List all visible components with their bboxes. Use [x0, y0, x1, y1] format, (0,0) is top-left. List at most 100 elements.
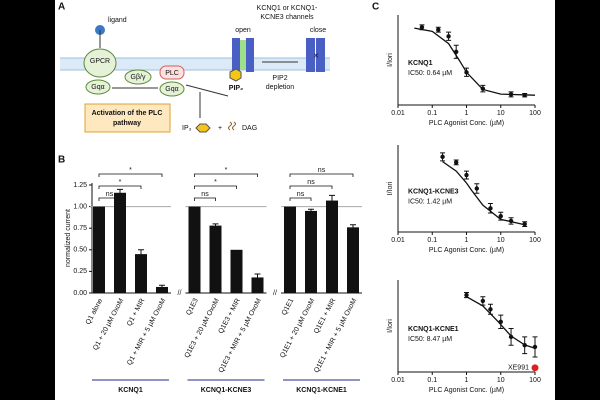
- significance-label: ns: [106, 191, 114, 198]
- panel-label: C: [372, 2, 379, 13]
- x-tick-label: 0.1: [427, 237, 437, 244]
- error-bar: [117, 188, 123, 197]
- data-point: [488, 307, 493, 312]
- panel-label: B: [58, 155, 65, 166]
- axis-break: //: [178, 290, 182, 297]
- data-point: [498, 319, 503, 325]
- annotation: IC50: 1.42 µM: [408, 198, 452, 205]
- significance-label: ns: [318, 167, 326, 174]
- g-alpha: [159, 81, 185, 97]
- y-tick-label: 1.00: [73, 203, 87, 210]
- x-tick-label: 10: [497, 237, 505, 244]
- data-point: [436, 27, 441, 32]
- label: Gqα: [165, 86, 178, 93]
- data-point: [532, 344, 538, 350]
- data-point: [453, 160, 459, 165]
- y-axis-label: normalized current: [65, 209, 72, 267]
- label: Gqα: [91, 84, 104, 91]
- bar: [305, 210, 317, 293]
- closed-mark: ✕: [313, 53, 319, 60]
- label: IP₃: [182, 125, 192, 132]
- data-point: [508, 218, 514, 224]
- significance-label: ns: [297, 191, 305, 198]
- x-tick-label: 10: [497, 110, 505, 117]
- label: ligand: [108, 17, 127, 24]
- y-tick-label: 1.25: [73, 182, 87, 189]
- data-point: [480, 86, 486, 91]
- data-point: [522, 221, 527, 227]
- x-axis-label: PLC Agonist Conc. (µM): [429, 120, 504, 127]
- fit-curve: [414, 27, 536, 96]
- channel-open: [246, 38, 254, 72]
- pore: [240, 40, 246, 70]
- data-point: [464, 172, 469, 178]
- g-alpha: [85, 79, 111, 95]
- significance-bracket: [289, 197, 312, 201]
- label: KCNE3 channels: [260, 14, 314, 21]
- x-tick-label: 10: [497, 377, 505, 384]
- label: PIP2: [272, 75, 287, 82]
- label: PLC: [165, 70, 179, 77]
- data-point: [522, 343, 527, 348]
- data-point: [488, 206, 493, 211]
- pip2-icon: [229, 68, 242, 82]
- significance-bracket: [194, 173, 258, 177]
- x-tick-label: 0.01: [391, 237, 405, 244]
- data-point: [508, 334, 514, 340]
- significance-bracket: [98, 173, 163, 177]
- x-tick-label: 0.01: [391, 377, 405, 384]
- data-point: [474, 186, 480, 191]
- label: depletion: [266, 84, 295, 91]
- group-label: KCNQ1: [118, 387, 143, 394]
- error-bar: [212, 223, 219, 228]
- label: open: [235, 27, 251, 34]
- label: Gβ/γ: [131, 74, 146, 81]
- panel-label: A: [58, 2, 65, 13]
- significance-bracket: [98, 185, 142, 189]
- label: +: [218, 125, 222, 132]
- pathway-diagram: ligand GPCR Gβ/γ Gqα PLC Gqα ✕ KCNQ1 or …: [60, 5, 330, 133]
- x-tick-label: 0.1: [427, 377, 437, 384]
- bar: [284, 206, 296, 293]
- channel-closed: [316, 38, 325, 72]
- error-bar: [308, 208, 314, 213]
- data-point: [508, 92, 514, 97]
- significance-bracket: [289, 173, 354, 177]
- error-bar: [350, 224, 356, 230]
- x-tick-label: 100: [529, 377, 541, 384]
- data-point: [419, 25, 425, 30]
- significance-label: ns: [307, 179, 315, 186]
- annotation: IC50: 0.64 µM: [408, 70, 452, 77]
- label: pathway: [113, 120, 141, 127]
- activation-box: [84, 103, 171, 133]
- bar: [93, 206, 105, 293]
- marker-label: XE991: [508, 365, 529, 372]
- bar: [326, 200, 338, 293]
- label: PIP₂: [229, 85, 243, 92]
- label: GPCR: [90, 58, 110, 65]
- group-label: KCNQ1-KCNE1: [296, 387, 347, 394]
- bar: [251, 277, 264, 293]
- bar: [114, 192, 126, 293]
- annotation: KCNQ1-KCNE1: [408, 326, 459, 333]
- bar: [209, 225, 222, 293]
- data-point: [464, 70, 469, 75]
- bar: [156, 286, 168, 293]
- annotation: KCNQ1: [408, 60, 433, 67]
- y-tick-label: 0.00: [73, 290, 87, 297]
- error-bar: [329, 194, 335, 206]
- bar: [347, 227, 359, 293]
- channel-closed: [306, 38, 315, 72]
- bar: [230, 249, 243, 293]
- x-axis-label: PLC Agonist Conc. (µM): [429, 247, 504, 254]
- group-label: KCNQ1-KCNE3: [201, 387, 252, 394]
- significance-label: *: [129, 167, 132, 174]
- arrow: [185, 84, 229, 97]
- y-axis-label: I/Iori: [387, 181, 394, 195]
- x-tick-label: 0.01: [391, 110, 405, 117]
- x-tick-label: 1: [465, 110, 469, 117]
- significance-label: *: [214, 179, 217, 186]
- annotation: KCNQ1-KCNE3: [408, 188, 459, 195]
- data-point: [453, 49, 459, 55]
